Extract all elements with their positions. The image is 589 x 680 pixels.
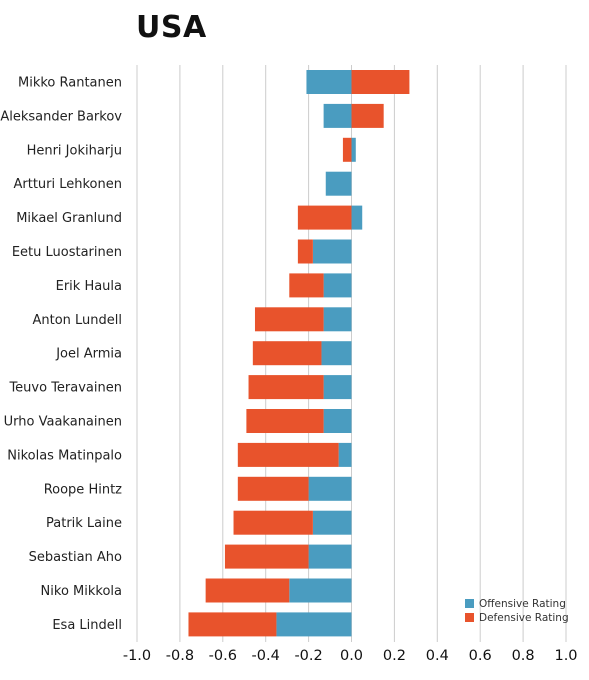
category-label: Teuvo Teravainen: [8, 381, 122, 396]
legend-label: Defensive Rating: [479, 612, 569, 624]
defensive-rating-bar: [188, 612, 277, 637]
defensive-rating-bar: [224, 544, 309, 569]
offensive-rating-bar: [323, 307, 352, 332]
category-label: Mikael Granlund: [16, 211, 122, 226]
defensive-rating-bar: [237, 442, 339, 467]
category-label: Aleksander Barkov: [0, 109, 122, 124]
category-label: Patrik Laine: [46, 516, 122, 531]
offensive-rating-bar: [306, 70, 352, 94]
offensive-rating-bar: [325, 171, 352, 196]
defensive-rating-bar: [248, 375, 324, 400]
x-tick-label: 0.2: [383, 648, 406, 664]
gridlines: [136, 65, 567, 642]
category-label: Sebastian Aho: [29, 550, 122, 565]
category-label: Erik Haula: [56, 279, 122, 294]
legend-label: Offensive Rating: [479, 598, 566, 610]
offensive-rating-bar: [338, 442, 352, 467]
x-tick-label: -0.2: [294, 648, 322, 664]
x-tick-label: -0.4: [252, 648, 280, 664]
category-label: Roope Hintz: [44, 482, 122, 497]
offensive-rating-bar: [321, 341, 352, 366]
defensive-rating-bar: [237, 476, 309, 501]
category-label: Nikolas Matinpalo: [7, 448, 122, 463]
category-label: Urho Vaakanainen: [4, 415, 122, 430]
offensive-rating-bar: [276, 612, 352, 637]
offensive-rating-bar: [323, 375, 352, 400]
x-tick-label: 0.0: [340, 648, 363, 664]
defensive-rating-bar: [351, 103, 384, 128]
offensive-rating-bar: [312, 239, 352, 264]
legend-swatch: [465, 599, 474, 608]
offensive-rating-bar: [308, 476, 352, 501]
legend-swatch: [465, 613, 474, 622]
category-label: Mikko Rantanen: [18, 76, 122, 91]
offensive-rating-bar: [351, 137, 356, 162]
chart-title: USA: [136, 10, 207, 45]
defensive-rating-bar: [205, 578, 290, 603]
defensive-rating-bar: [254, 307, 324, 332]
offensive-rating-bar: [351, 205, 363, 230]
x-tick-label: 0.6: [469, 648, 492, 664]
x-tick-label: 0.4: [426, 648, 449, 664]
offensive-rating-bar: [289, 578, 352, 603]
bars: [188, 70, 410, 637]
category-label: Anton Lundell: [32, 313, 122, 328]
category-label: Henri Jokiharju: [27, 143, 122, 158]
defensive-rating-bar: [297, 239, 313, 264]
x-tick-label: -1.0: [123, 648, 151, 664]
x-tick-label: 0.8: [512, 648, 535, 664]
x-tick-label: -0.8: [166, 648, 194, 664]
category-label: Joel Armia: [55, 347, 122, 362]
x-tick-label: 1.0: [554, 648, 577, 664]
defensive-rating-bar: [351, 70, 410, 94]
category-label: Eetu Luostarinen: [12, 245, 122, 260]
category-label: Niko Mikkola: [41, 584, 122, 599]
x-tick-label: -0.6: [209, 648, 237, 664]
category-label: Esa Lindell: [52, 618, 122, 633]
defensive-rating-bar: [297, 205, 352, 230]
defensive-rating-bar: [342, 137, 352, 162]
defensive-rating-bar: [246, 409, 324, 433]
offensive-rating-bar: [308, 544, 352, 569]
legend: Offensive Rating Defensive Rating: [465, 598, 569, 624]
offensive-rating-bar: [323, 409, 352, 433]
offensive-rating-bar: [323, 103, 352, 128]
defensive-rating-bar: [289, 273, 324, 298]
category-label: Artturi Lehkonen: [13, 177, 122, 192]
defensive-rating-bar: [233, 510, 313, 535]
offensive-rating-bar: [323, 273, 352, 298]
defensive-rating-bar: [252, 341, 322, 366]
offensive-rating-bar: [312, 510, 352, 535]
